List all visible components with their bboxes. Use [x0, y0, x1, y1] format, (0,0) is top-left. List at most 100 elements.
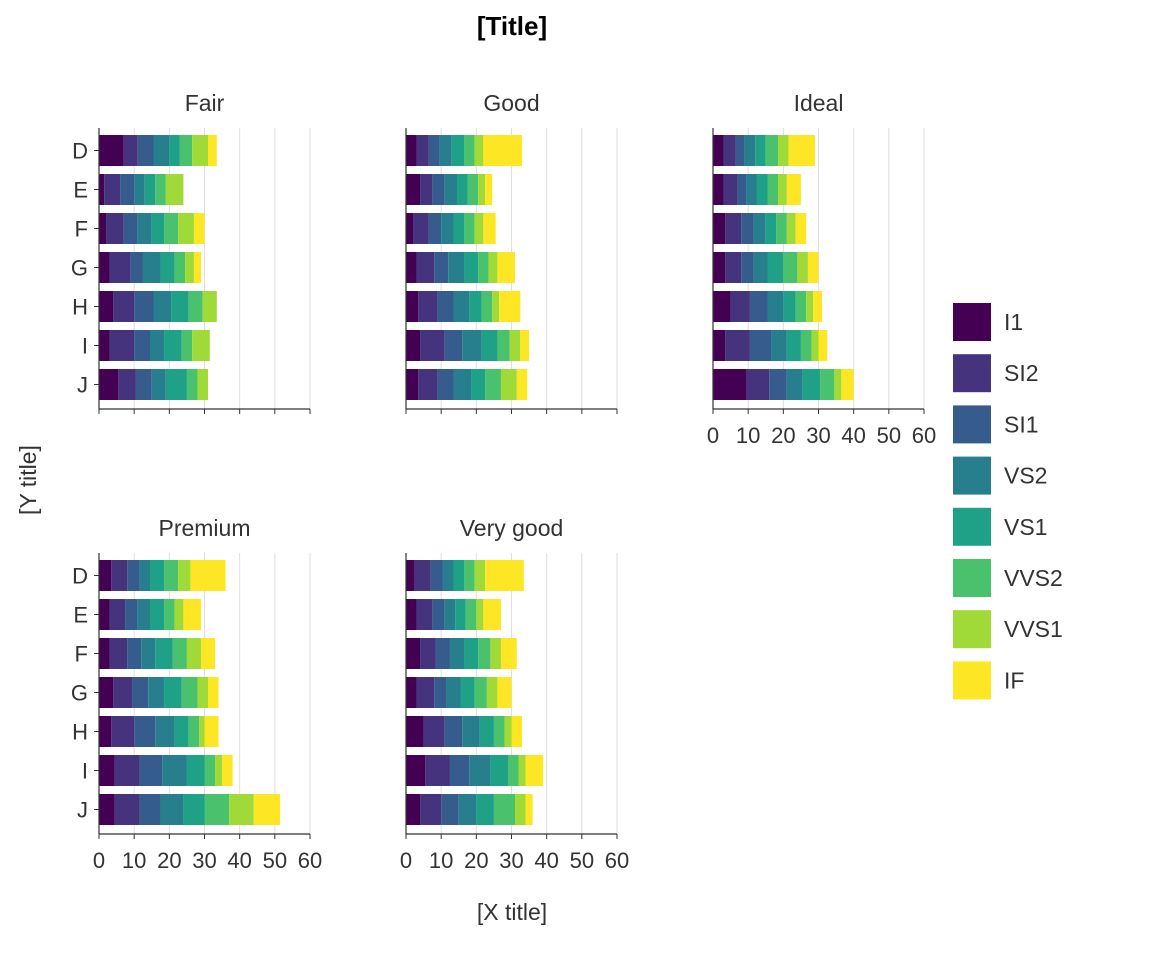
bar-I-IF: [520, 330, 530, 361]
bar-H-VVS1: [492, 291, 500, 322]
bar-G-VS1: [464, 252, 479, 283]
bar-F-VVS1: [178, 213, 194, 244]
bar-H-VVS2: [188, 716, 200, 747]
bar-E-VS2: [444, 174, 457, 205]
bar-D-SI2: [111, 560, 128, 591]
bar-E-SI2: [104, 174, 121, 205]
bar-H-SI1: [749, 291, 768, 322]
bar-F-VVS1: [786, 213, 796, 244]
bar-D-I1: [99, 560, 112, 591]
bar-E-VS2: [444, 599, 456, 630]
bar-D-VS1: [149, 560, 165, 591]
bar-F-SI1: [127, 638, 142, 669]
bar-G-IF: [497, 252, 516, 283]
x-tick-label: 30: [499, 848, 523, 873]
x-tick-label: 10: [122, 848, 146, 873]
x-tick-label: 50: [877, 423, 901, 448]
bar-E-VVS2: [155, 174, 166, 205]
bar-D-IF: [788, 135, 815, 166]
bar-I-VS1: [786, 330, 801, 361]
bar-J-SI2: [118, 369, 136, 400]
bar-F-VVS1: [474, 213, 484, 244]
bar-I-SI2: [725, 330, 750, 361]
bar-G-VVS2: [478, 252, 489, 283]
bar-H-SI1: [437, 291, 454, 322]
bar-D-VS1: [451, 135, 465, 166]
bar-I-VVS1: [509, 330, 521, 361]
legend-key-SI1: [953, 405, 991, 444]
bar-E-VS1: [756, 174, 768, 205]
bar-G-IF: [193, 252, 201, 283]
bar-F-VS2: [753, 213, 766, 244]
bar-D-VS2: [439, 135, 452, 166]
bar-I-VS2: [162, 755, 187, 786]
bar-F-VS2: [449, 638, 465, 669]
bar-H-SI2: [111, 716, 135, 747]
bar-I-VVS2: [497, 330, 510, 361]
x-tick-label: 40: [841, 423, 865, 448]
x-tick-label: 20: [157, 848, 181, 873]
bar-E-SI1: [432, 599, 445, 630]
bar-G-IF: [208, 677, 219, 708]
bar-I-IF: [818, 330, 828, 361]
bar-D-VVS2: [765, 135, 779, 166]
bar-G-VVS1: [486, 677, 498, 708]
bar-I-VVS1: [811, 330, 819, 361]
bar-J-SI2: [114, 794, 140, 825]
bar-J-SI1: [769, 369, 787, 400]
bar-H-VS2: [767, 291, 784, 322]
bar-G-I1: [406, 252, 417, 283]
bar-G-SI1: [434, 252, 449, 283]
bar-J-VVS2: [493, 794, 516, 825]
bar-I-VS1: [164, 330, 182, 361]
bar-H-IF: [813, 291, 823, 322]
bar-G-I1: [99, 677, 114, 708]
bar-D-SI1: [127, 560, 140, 591]
bar-F-VVS1: [186, 638, 201, 669]
bar-H-VS1: [171, 291, 189, 322]
bar-I-SI1: [749, 330, 772, 361]
bar-E-VVS2: [164, 599, 175, 630]
bar-G-SI2: [416, 252, 435, 283]
bar-I-I1: [713, 330, 726, 361]
bar-J-VS2: [453, 369, 472, 400]
bar-D-I1: [406, 135, 417, 166]
x-tick-label: 0: [400, 848, 412, 873]
bar-H-IF: [511, 716, 523, 747]
y-tick-label: F: [75, 217, 88, 242]
bar-I-VS2: [771, 330, 787, 361]
bar-I-VVS2: [204, 755, 216, 786]
bar-E-VS2: [137, 599, 150, 630]
bar-F-I1: [713, 213, 726, 244]
bar-J-SI1: [441, 794, 459, 825]
bar-I-I1: [99, 755, 115, 786]
y-tick-label: E: [73, 603, 88, 628]
bar-H-VVS1: [504, 716, 512, 747]
bar-J-VVS1: [500, 369, 517, 400]
x-tick-label: 30: [806, 423, 830, 448]
bar-D-VS2: [153, 135, 170, 166]
bar-I-VVS2: [181, 330, 193, 361]
bar-F-SI2: [106, 213, 124, 244]
legend-label: SI2: [1004, 360, 1039, 386]
bar-E-VVS1: [165, 174, 184, 205]
bar-J-VVS1: [229, 794, 254, 825]
bar-J-VVS2: [204, 794, 230, 825]
bar-G-VVS2: [181, 677, 198, 708]
x-tick-label: 40: [227, 848, 251, 873]
bar-E-IF: [786, 174, 801, 205]
bar-E-SI2: [109, 599, 126, 630]
bar-H-VVS1: [199, 716, 205, 747]
bar-I-SI1: [444, 330, 463, 361]
bar-I-SI1: [134, 330, 150, 361]
facet-ideal: Ideal 0 10 20 30 40 50 60: [707, 90, 936, 448]
bar-D-VVS2: [464, 135, 475, 166]
bar-H-VS1: [174, 716, 189, 747]
bar-D-VVS1: [474, 135, 484, 166]
bar-E-VS1: [149, 599, 165, 630]
y-tick-label: G: [71, 681, 88, 706]
bar-D-I1: [713, 135, 724, 166]
bar-H-IF: [204, 716, 219, 747]
bar-I-I1: [406, 330, 421, 361]
